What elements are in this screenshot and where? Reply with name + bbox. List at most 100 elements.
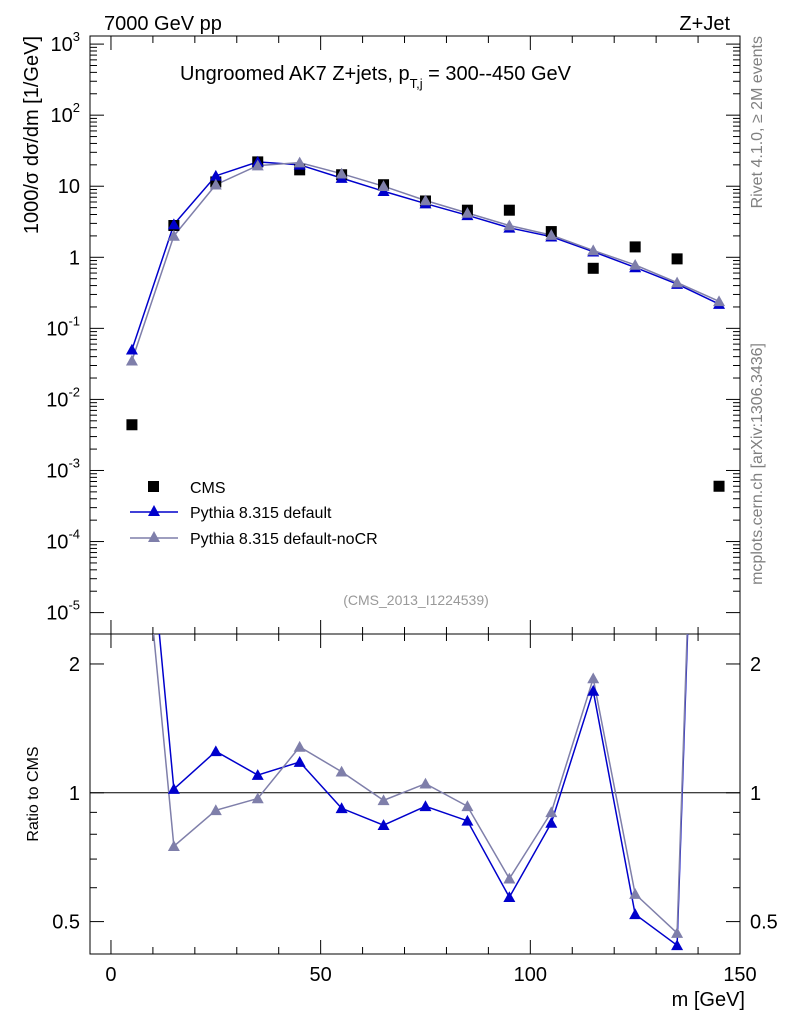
main-y-tick-exponent: -2: [68, 384, 80, 399]
x-axis-label: m [GeV]: [672, 989, 745, 1011]
ratio-point: [335, 765, 348, 777]
ratio-y-tick-label-right: 2: [750, 654, 761, 676]
main-y-tick-exponent: -1: [68, 313, 80, 328]
ratio-y-tick-label-right: 1: [750, 783, 761, 805]
header-right: Z+Jet: [679, 13, 730, 35]
x-tick-label: 150: [723, 964, 756, 986]
ratio-point: [251, 769, 264, 780]
main-y-tick-exponent: -5: [68, 598, 80, 613]
rivet-version-label: Rivet 4.1.0, ≥ 2M events: [749, 36, 766, 208]
ratio-y-tick-label-right: 0.5: [750, 912, 778, 934]
cms-data-point: [629, 241, 641, 253]
ratio-point: [209, 745, 222, 757]
ratio-point: [251, 792, 264, 804]
cms-data-point: [671, 253, 683, 265]
ratio-point: [461, 800, 474, 812]
ratio-point: [503, 891, 516, 903]
main-series-line: [131, 161, 720, 361]
mc-point: [545, 229, 558, 240]
mc-point: [461, 206, 474, 218]
legend-label-pythia-default: Pythia 8.315 default: [190, 505, 332, 522]
main-series-lines: [131, 161, 720, 361]
ratio-point: [293, 756, 306, 767]
ratio-series-markers: [167, 672, 684, 951]
main-y-tick-exponent: -4: [68, 527, 80, 542]
main-series-markers: [125, 155, 726, 492]
ratio-point: [209, 804, 222, 816]
ratio-point: [629, 908, 642, 920]
mc-point: [251, 159, 264, 171]
main-y-tick-exponent: 3: [73, 29, 80, 44]
x-tick-label: 100: [514, 964, 547, 986]
mc-point: [167, 229, 180, 241]
legend-marker-pythia-nocr: [148, 531, 160, 542]
ratio-point: [419, 800, 432, 812]
analysis-id: (CMS_2013_I1224539): [343, 592, 489, 608]
ratio-point: [671, 939, 684, 951]
ratio-panel: 0.5 0.5 1 1 2 2 0 50 100 150 Ratio to CMS m [GeV…: [25, 633, 778, 1011]
main-series-line: [131, 161, 720, 350]
legend-label-cms: CMS: [190, 480, 226, 497]
ratio-point: [503, 872, 516, 884]
legend: CMS Pythia 8.315 default Pythia 8.315 de…: [130, 480, 378, 548]
ratio-y-tick-label: 2: [69, 654, 80, 676]
ratio-y-tick-label: 0.5: [52, 912, 80, 934]
mc-point: [419, 194, 432, 206]
cms-data-point: [503, 204, 515, 216]
ratio-point: [419, 777, 432, 789]
mc-point: [671, 276, 684, 288]
header-left: 7000 GeV pp: [104, 13, 222, 35]
mc-point: [587, 244, 600, 256]
cms-data-point: [126, 419, 138, 431]
main-y-tick-label: 10-1: [46, 313, 80, 340]
mc-point: [335, 167, 348, 179]
mc-point: [377, 180, 390, 192]
mc-point: [629, 258, 642, 270]
ratio-point: [167, 840, 180, 852]
main-title: Ungroomed AK7 Z+jets, pT,j = 300--450 Ge…: [180, 63, 572, 91]
main-y-tick-exponent: -3: [68, 455, 80, 470]
main-y-tick-exponent: 2: [73, 100, 80, 115]
main-y-tick-base: 10: [51, 34, 73, 56]
main-x-ticks: [110, 36, 741, 634]
ratio-point: [461, 814, 474, 826]
main-y-tick-label: 103: [51, 29, 80, 56]
main-y-tick-base: 10: [58, 176, 80, 198]
ratio-point: [377, 819, 390, 830]
ratio-point: [167, 783, 180, 794]
ratio-point: [587, 684, 600, 696]
ratio-point: [293, 740, 306, 752]
mc-point: [293, 156, 306, 168]
cms-data-point: [713, 480, 725, 492]
mc-point: [503, 219, 516, 231]
mcplots-label: mcplots.cern.ch [arXiv:1306.3436]: [749, 343, 766, 585]
main-y-tick-base: 10: [46, 532, 68, 554]
ratio-point: [587, 672, 600, 684]
mc-point: [125, 343, 138, 355]
legend-marker-pythia-default: [148, 505, 160, 516]
x-tick-label: 0: [105, 964, 116, 986]
mc-point: [209, 169, 222, 181]
mc-point: [167, 218, 180, 230]
mc-point: [209, 178, 222, 190]
main-y-tick-label: 10-5: [46, 598, 80, 625]
legend-label-pythia-nocr: Pythia 8.315 default-noCR: [190, 531, 378, 548]
main-y-tick-base: 1: [69, 247, 80, 269]
x-tick-label: 50: [310, 964, 332, 986]
main-y-tick-label: 1: [69, 247, 80, 269]
ratio-y-tick-label: 1: [69, 783, 80, 805]
mc-point: [125, 354, 138, 366]
main-y-tick-base: 10: [46, 318, 68, 340]
ratio-point: [629, 888, 642, 899]
ratio-point: [335, 802, 348, 814]
ratio-point: [377, 794, 390, 806]
mc-point: [713, 295, 726, 307]
ratio-point: [545, 806, 558, 818]
ratio-point: [671, 927, 684, 938]
cms-data-point: [587, 262, 599, 274]
ratio-y-ticks: 0.5 0.5 1 1 2 2: [52, 654, 778, 934]
main-y-tick-label: 10-3: [46, 455, 80, 482]
